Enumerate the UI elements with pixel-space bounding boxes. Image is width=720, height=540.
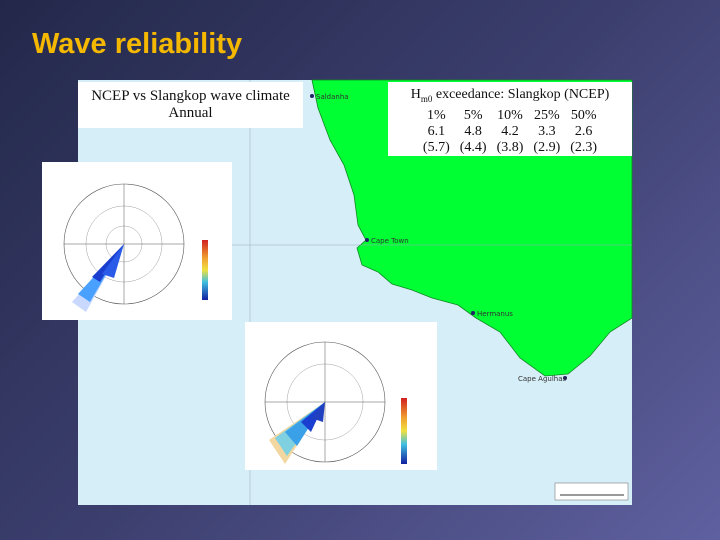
table-cell: 10% (497, 107, 523, 123)
table-body: 1% 5% 10% 25% 50% 6.1 4.8 4.2 3.3 2.6 (5.7) (4.4) (3… (418, 108, 602, 156)
caption-line: NCEP vs Slangkop wave climate (91, 88, 290, 104)
rose-wedge (311, 402, 325, 422)
table-header: Hm0 exceedance: Slangkop (NCEP) (388, 86, 632, 108)
table-cell: 3.3 (538, 123, 556, 139)
rose-wedge (102, 244, 124, 278)
legend-scale (202, 240, 208, 300)
legend-scale (401, 398, 407, 464)
table-row: (5.7) (4.4) (3.8) (2.9) (2.3) (418, 140, 602, 156)
wind-rose (245, 322, 437, 470)
table-cell: (4.4) (459, 139, 487, 155)
table-cell: (3.8) (496, 139, 524, 155)
exceedance-table: Hm0 exceedance: Slangkop (NCEP) 1% 5% 10% 2… (388, 82, 632, 156)
table-cell: 25% (533, 107, 560, 123)
slide-title: Wave reliability (32, 28, 243, 60)
table: 1% 5% 10% 25% 50% 6.1 4.8 4.2 3.3 2.6 (5.7) (4.4) (3… (418, 108, 602, 156)
caption-line: Annual (168, 105, 213, 121)
city-dot (563, 376, 567, 380)
table-row: 1% 5% 10% 25% 50% (418, 108, 602, 124)
table-cell: (2.9) (533, 139, 561, 155)
scale-bar (554, 482, 629, 501)
table-cell: 5% (463, 107, 483, 123)
table-cell: 6.1 (427, 123, 446, 139)
city-dot (365, 238, 369, 242)
table-cell: (5.7) (422, 139, 450, 155)
caption-box: NCEP vs Slangkop wave climate Annual (78, 82, 303, 128)
city-dot (310, 94, 314, 98)
table-cell: 1% (427, 107, 446, 123)
city-label: Cape Agulhas (518, 375, 566, 383)
table-cell: (2.3) (570, 139, 598, 155)
table-cell: 4.2 (501, 123, 519, 139)
city-label: Saldanha (316, 93, 349, 101)
city-label: Hermanus (477, 310, 513, 318)
table-cell: 50% (570, 107, 597, 123)
header-text: exceedance: Slangkop (NCEP) (432, 87, 610, 102)
wind-rose (42, 162, 232, 320)
rose-legend (202, 240, 208, 300)
table-cell: 2.6 (574, 123, 593, 139)
city-dot (471, 311, 475, 315)
header-subscript: m0 (420, 93, 433, 104)
table-cell: 4.8 (464, 123, 482, 139)
table-row: 6.1 4.8 4.2 3.3 2.6 (418, 124, 602, 140)
header-symbol: H (410, 87, 421, 102)
rose-panel (42, 162, 232, 320)
rose-wedge (92, 244, 124, 282)
city-label: Cape Town (371, 237, 409, 245)
